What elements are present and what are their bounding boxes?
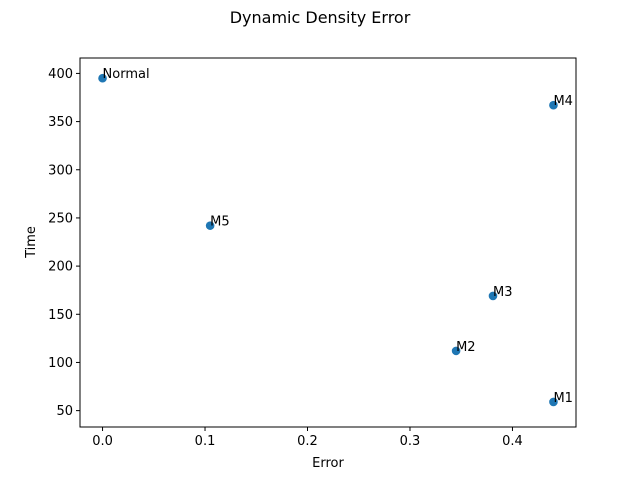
x-tick-label: 0.1 — [195, 434, 216, 449]
x-tick-label: 0.4 — [502, 434, 523, 449]
y-tick-label: 400 — [48, 67, 73, 82]
data-point-m4 — [549, 100, 558, 110]
data-point-m3 — [488, 291, 498, 301]
x-axis-label: Error — [312, 456, 344, 471]
point-labels: Normal M1 M2 M3 M4 M5 — [103, 67, 573, 406]
plot-area — [80, 58, 576, 427]
point-label-m5: M5 — [210, 215, 230, 230]
x-tick-label: 0.2 — [297, 434, 318, 449]
point-label-m3: M3 — [493, 285, 512, 300]
y-axis-label: Time — [24, 226, 39, 259]
x-axis-ticks: 0.0 0.1 0.2 0.3 0.4 — [92, 427, 523, 449]
y-tick-label: 100 — [48, 356, 73, 371]
data-point-m1 — [549, 397, 558, 407]
data-points — [98, 73, 558, 407]
point-label-normal: Normal — [103, 67, 150, 82]
point-label-m4: M4 — [553, 94, 573, 109]
x-tick-label: 0.0 — [92, 434, 113, 449]
data-point-m5 — [205, 221, 215, 230]
y-tick-label: 300 — [48, 163, 73, 178]
y-tick-label: 50 — [56, 404, 73, 419]
point-label-m2: M2 — [456, 340, 476, 355]
y-tick-label: 350 — [48, 115, 73, 130]
chart-title: Dynamic Density Error — [230, 8, 411, 27]
data-point-normal — [98, 73, 107, 83]
y-axis-ticks: 50 100 150 200 250 300 350 400 — [48, 67, 80, 419]
point-label-m1: M1 — [553, 391, 573, 406]
data-point-m2 — [451, 346, 461, 356]
y-tick-label: 150 — [48, 308, 73, 323]
y-tick-label: 200 — [48, 260, 73, 275]
plot-frame — [79, 57, 577, 428]
y-tick-label: 250 — [48, 211, 73, 226]
x-tick-label: 0.3 — [400, 434, 421, 449]
